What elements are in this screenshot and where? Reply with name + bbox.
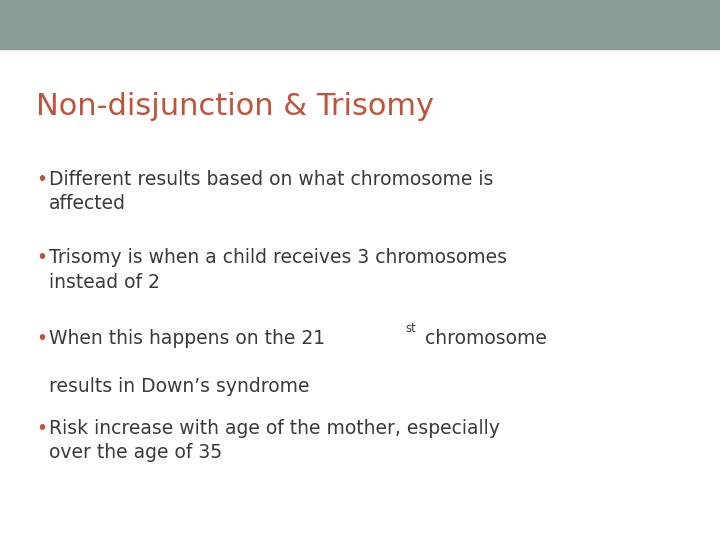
Bar [0,0,720,49]
Text: results in Down’s syndrome: results in Down’s syndrome [49,377,310,396]
Text: •: • [36,248,47,267]
Text: chromosome: chromosome [419,329,546,348]
Text: Trisomy is when a child receives 3 chromosomes
instead of 2: Trisomy is when a child receives 3 chrom… [49,248,507,292]
Text: st: st [405,322,416,335]
Text: Different results based on what chromosome is
affected: Different results based on what chromoso… [49,170,493,213]
Text: •: • [36,418,47,437]
Text: •: • [36,170,47,189]
Text: Non-disjunction & Trisomy: Non-disjunction & Trisomy [36,92,434,121]
Text: Risk increase with age of the mother, especially
over the age of 35: Risk increase with age of the mother, es… [49,418,500,462]
Text: When this happens on the 21: When this happens on the 21 [49,329,325,348]
Text: •: • [36,329,47,348]
